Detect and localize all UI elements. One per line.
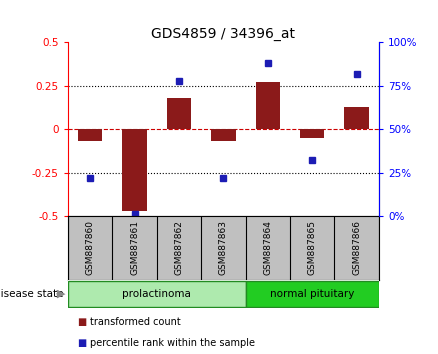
Text: GSM887864: GSM887864 [263, 220, 272, 275]
Title: GDS4859 / 34396_at: GDS4859 / 34396_at [152, 28, 295, 41]
Text: GSM887862: GSM887862 [174, 220, 184, 275]
Bar [344, 107, 369, 129]
Bar [300, 129, 325, 138]
Text: ■: ■ [77, 338, 86, 348]
Text: GSM887861: GSM887861 [130, 220, 139, 275]
Bar [78, 129, 102, 141]
Text: transformed count: transformed count [90, 317, 180, 327]
Text: normal pituitary: normal pituitary [270, 289, 354, 299]
Bar [167, 98, 191, 129]
Text: GSM887863: GSM887863 [219, 220, 228, 275]
Text: disease state: disease state [0, 289, 64, 299]
Bar [122, 129, 147, 211]
Text: percentile rank within the sample: percentile rank within the sample [90, 338, 255, 348]
Text: ▶: ▶ [57, 289, 66, 299]
Text: GSM887865: GSM887865 [308, 220, 317, 275]
Bar [246, 281, 379, 307]
Text: GSM887860: GSM887860 [85, 220, 95, 275]
Text: GSM887866: GSM887866 [352, 220, 361, 275]
Text: prolactinoma: prolactinoma [122, 289, 191, 299]
Bar [211, 129, 236, 141]
Bar [256, 82, 280, 129]
Text: ■: ■ [77, 317, 86, 327]
Bar [68, 281, 246, 307]
